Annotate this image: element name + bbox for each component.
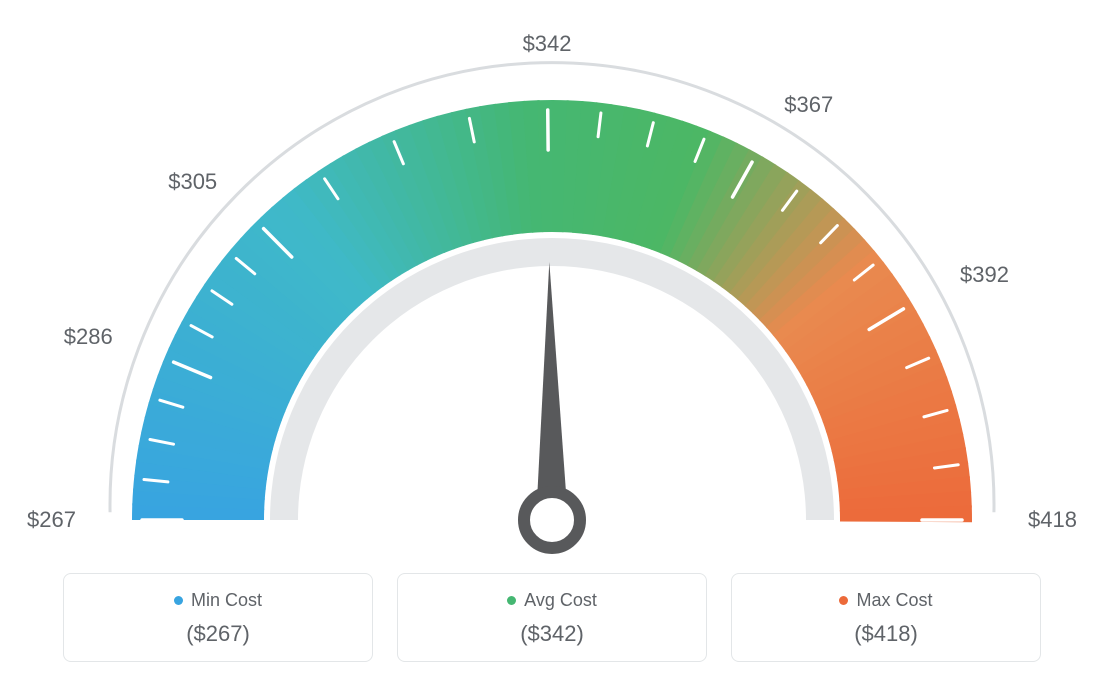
gauge-tick-label: $286 [64,324,113,350]
legend-label-avg: Avg Cost [524,590,597,611]
legend-label-min: Min Cost [191,590,262,611]
legend-value-min: ($267) [82,621,354,647]
legend-card-avg: Avg Cost ($342) [397,573,707,662]
gauge-chart: $267$286$305$342$367$392$418 [52,20,1052,560]
legend-dot-avg [507,596,516,605]
gauge-tick-label: $392 [960,262,1009,288]
gauge-tick-label: $305 [168,169,217,195]
gauge-tick-label: $418 [1028,507,1077,533]
legend-dot-max [839,596,848,605]
legend-value-avg: ($342) [416,621,688,647]
legend-label-max: Max Cost [856,590,932,611]
gauge-svg [52,20,1052,560]
legend-row: Min Cost ($267) Avg Cost ($342) Max Cost… [0,573,1104,662]
gauge-tick-label: $342 [523,31,572,57]
legend-value-max: ($418) [750,621,1022,647]
legend-card-max: Max Cost ($418) [731,573,1041,662]
gauge-tick-label: $267 [27,507,76,533]
legend-dot-min [174,596,183,605]
gauge-tick-label: $367 [784,92,833,118]
legend-card-min: Min Cost ($267) [63,573,373,662]
